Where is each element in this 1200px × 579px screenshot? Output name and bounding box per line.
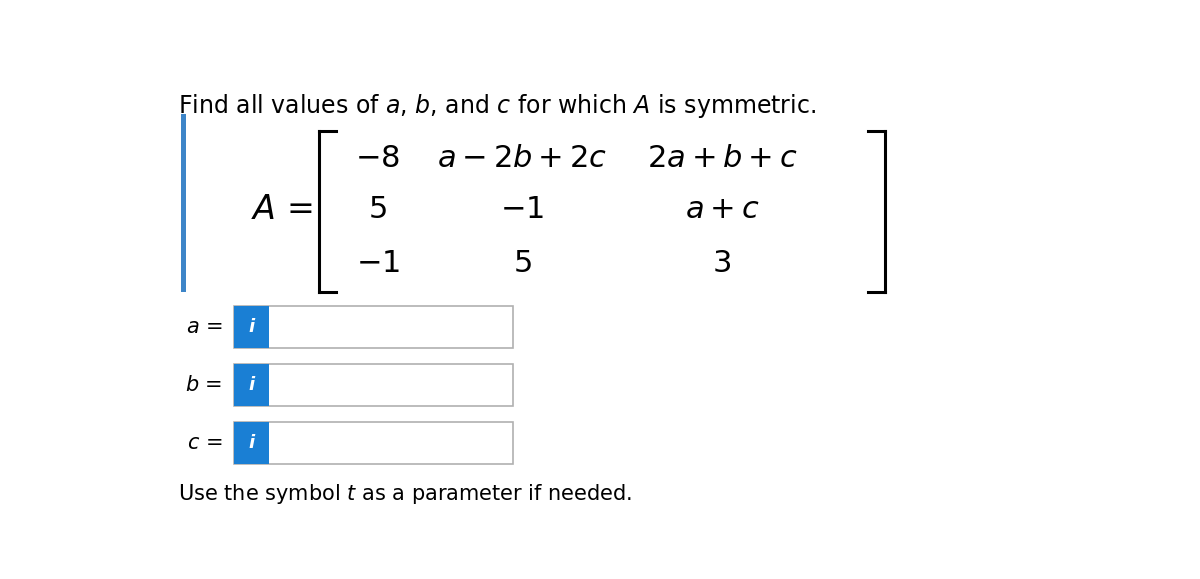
Text: i: i [248,434,254,452]
FancyBboxPatch shape [234,364,269,406]
Text: $-8$: $-8$ [355,144,401,173]
Text: $-1$: $-1$ [500,196,544,225]
Text: $a + c$: $a + c$ [685,196,760,225]
Text: i: i [248,318,254,336]
FancyBboxPatch shape [234,364,512,406]
Text: $-1$: $-1$ [356,249,400,278]
Text: $3$: $3$ [713,249,732,278]
Text: $c$ =: $c$ = [187,433,222,453]
Text: $a - 2b + 2c$: $a - 2b + 2c$ [437,144,607,173]
Text: Find all values of $a$, $b$, and $c$ for which $A$ is symmetric.: Find all values of $a$, $b$, and $c$ for… [178,92,816,120]
FancyBboxPatch shape [181,114,186,292]
Text: $a$ =: $a$ = [186,317,222,337]
FancyBboxPatch shape [234,422,512,464]
FancyBboxPatch shape [234,306,269,348]
Text: $b$ =: $b$ = [185,375,222,395]
Text: i: i [248,376,254,394]
Text: $5$: $5$ [368,196,388,225]
Text: $5$: $5$ [512,249,532,278]
FancyBboxPatch shape [234,422,269,464]
Text: $2a + b + c$: $2a + b + c$ [647,144,797,173]
Text: $A$ =: $A$ = [251,193,313,226]
FancyBboxPatch shape [234,306,512,348]
Text: Use the symbol $t$ as a parameter if needed.: Use the symbol $t$ as a parameter if nee… [178,482,632,507]
